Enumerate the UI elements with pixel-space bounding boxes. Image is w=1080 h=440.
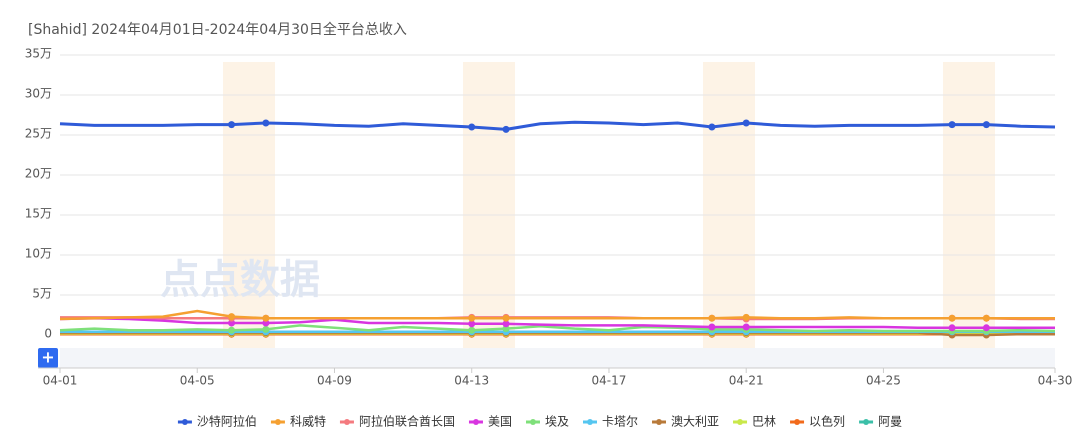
point	[708, 123, 716, 131]
legend-item: 埃及	[525, 415, 569, 429]
y-tick-label: 30万	[25, 87, 52, 101]
legend-label: 美国	[488, 415, 512, 429]
point	[468, 314, 476, 322]
point	[948, 314, 956, 322]
legend-dot	[472, 419, 479, 425]
y-tick-label: 20万	[25, 167, 52, 181]
zoom-button-label[interactable]: +	[41, 348, 54, 367]
legend-item: 以色列	[790, 415, 845, 429]
legend-label: 埃及	[545, 415, 569, 429]
point	[262, 119, 270, 127]
legend-dot	[587, 419, 593, 425]
legend-label: 以色列	[809, 415, 845, 429]
legend-dot	[794, 419, 801, 425]
legend-dot	[529, 419, 536, 425]
x-tick-label: 04-17	[592, 374, 627, 388]
y-tick-label: 0	[44, 327, 52, 341]
legend-label: 卡塔尔	[602, 414, 638, 429]
point	[708, 314, 716, 322]
legend-label: 巴林	[752, 415, 776, 429]
x-tick-label: 04-01	[43, 374, 78, 388]
legend-item: 阿曼	[859, 415, 902, 429]
legend-item: 澳大利亚	[652, 415, 719, 429]
legend-label: 澳大利亚	[671, 415, 719, 429]
point	[948, 121, 956, 129]
point	[502, 125, 510, 133]
legend-label: 阿曼	[878, 415, 902, 429]
point	[262, 325, 270, 333]
point	[948, 324, 956, 332]
weekend-bands	[223, 62, 995, 348]
watermark: 点点数据	[160, 257, 320, 303]
weekend-band	[463, 62, 515, 348]
legend-item: 科威特	[270, 414, 326, 429]
x-slider	[60, 348, 1055, 368]
series-line	[59, 324, 1056, 333]
point	[502, 325, 510, 333]
chart-title: [Shahid] 2024年04月01日-2024年04月30日全平台总收入	[28, 21, 407, 38]
point	[262, 319, 270, 327]
point	[468, 320, 476, 328]
y-tick-label: 5万	[32, 287, 52, 301]
y-tick-label: 10万	[25, 247, 52, 261]
series-line	[59, 316, 1055, 330]
legend-item: 阿拉伯联合酋长国	[339, 414, 455, 429]
legend-item: 巴林	[733, 415, 776, 429]
y-tick-label: 15万	[25, 207, 52, 221]
point	[228, 319, 236, 327]
weekend-band	[223, 62, 275, 348]
series-line	[59, 120, 1056, 131]
grid	[60, 54, 1055, 336]
weekend-band	[943, 62, 995, 348]
point	[742, 323, 750, 331]
y-tick-label: 35万	[25, 47, 52, 61]
point	[228, 313, 236, 321]
x-tick-label: 04-21	[729, 374, 764, 388]
x-tick-label: 04-30	[1038, 374, 1073, 388]
series-line	[59, 309, 1055, 321]
legend-dot	[343, 419, 350, 425]
point	[502, 314, 510, 322]
zoom-button[interactable]	[38, 348, 58, 368]
legend-label: 沙特阿拉伯	[197, 414, 257, 429]
point	[742, 119, 750, 127]
legend-label: 科威特	[290, 414, 326, 429]
legend-label: 阿拉伯联合酋长国	[359, 414, 455, 429]
x-tick-label: 04-25	[866, 374, 901, 388]
point	[468, 326, 476, 334]
point	[262, 314, 270, 322]
point	[228, 326, 236, 334]
point	[982, 121, 990, 129]
legend-dot	[863, 419, 870, 425]
point	[468, 123, 476, 131]
legend-item: 卡塔尔	[583, 414, 638, 429]
point	[228, 121, 236, 129]
x-tick-label: 04-09	[317, 374, 352, 388]
weekend-band	[703, 62, 755, 348]
legend-dot	[656, 419, 663, 425]
point	[742, 313, 750, 321]
y-tick-label: 25万	[25, 127, 52, 141]
point	[982, 324, 990, 332]
point	[502, 320, 510, 328]
legend-dot	[181, 419, 188, 425]
legend-item: 美国	[468, 415, 512, 429]
legend-dot	[737, 419, 744, 425]
point	[708, 323, 716, 331]
x-tick-label: 04-13	[454, 374, 489, 388]
legend-dot	[274, 419, 281, 425]
x-tick-label: 04-05	[180, 374, 215, 388]
legend-item: 沙特阿拉伯	[177, 414, 257, 429]
legend: 沙特阿拉伯 科威特 阿拉伯联合酋长国 美国 埃及 卡塔尔 澳大利亚 巴林 以色列 阿曼	[177, 414, 902, 429]
point	[982, 314, 990, 322]
